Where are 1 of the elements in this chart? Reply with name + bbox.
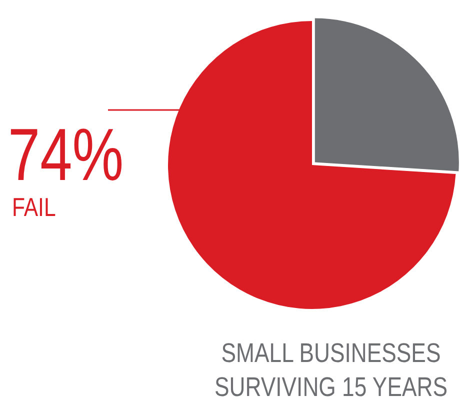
text: SMALL BUSINESSES SURVIVING 15 YEARS [214,337,448,404]
